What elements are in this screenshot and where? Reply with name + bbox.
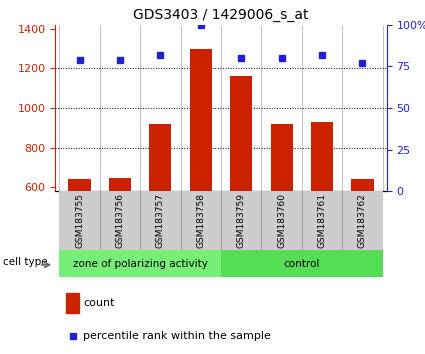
Text: GSM183756: GSM183756 <box>116 193 125 248</box>
Bar <box>68 179 91 306</box>
Text: count: count <box>83 298 114 308</box>
Bar <box>190 48 212 306</box>
Bar <box>351 179 374 306</box>
Text: zone of polarizing activity: zone of polarizing activity <box>73 258 207 269</box>
Bar <box>302 191 342 250</box>
Bar <box>181 191 221 250</box>
Bar <box>261 191 302 250</box>
Bar <box>311 122 333 306</box>
Title: GDS3403 / 1429006_s_at: GDS3403 / 1429006_s_at <box>133 8 309 22</box>
Text: GSM183761: GSM183761 <box>317 193 326 248</box>
Bar <box>60 191 100 250</box>
Text: control: control <box>283 258 320 269</box>
Bar <box>109 178 131 306</box>
Text: GSM183762: GSM183762 <box>358 193 367 248</box>
Bar <box>221 250 382 277</box>
Text: percentile rank within the sample: percentile rank within the sample <box>83 331 271 341</box>
Bar <box>221 191 261 250</box>
Bar <box>230 76 252 306</box>
Bar <box>100 191 140 250</box>
Text: GSM183758: GSM183758 <box>196 193 205 248</box>
Bar <box>271 124 293 306</box>
Bar <box>149 124 171 306</box>
Bar <box>140 191 181 250</box>
Bar <box>342 191 382 250</box>
Bar <box>66 293 79 313</box>
Bar <box>60 250 221 277</box>
Text: GSM183760: GSM183760 <box>277 193 286 248</box>
Text: GSM183755: GSM183755 <box>75 193 84 248</box>
Text: cell type: cell type <box>3 257 48 267</box>
Text: GSM183757: GSM183757 <box>156 193 165 248</box>
Text: GSM183759: GSM183759 <box>237 193 246 248</box>
